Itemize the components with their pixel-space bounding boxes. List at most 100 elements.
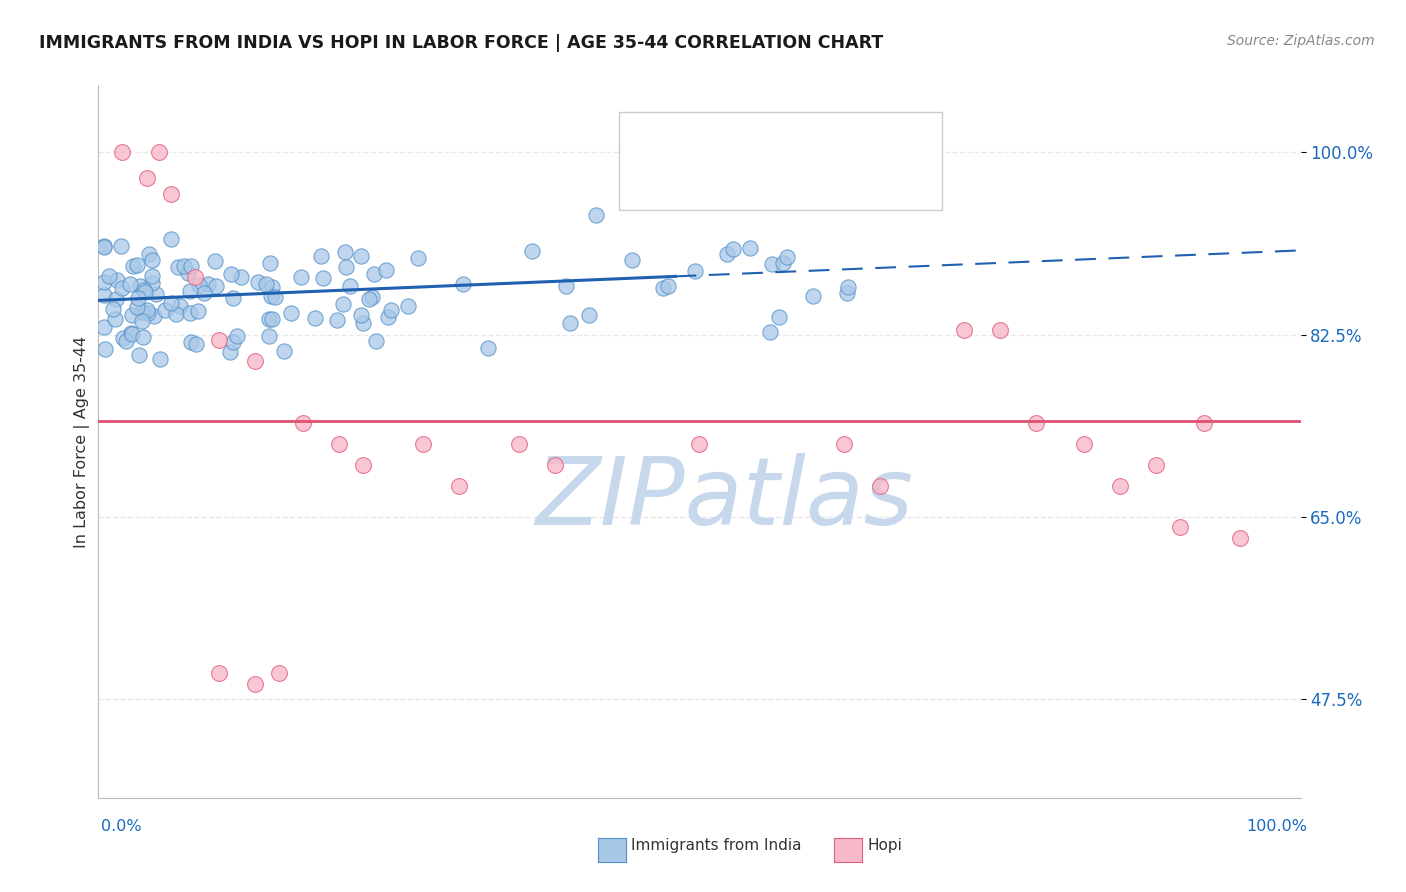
Point bbox=[148, 145, 170, 160]
Point bbox=[97, 268, 120, 283]
Point bbox=[768, 310, 790, 325]
Text: Immigrants from India: Immigrants from India bbox=[631, 838, 801, 853]
Point bbox=[141, 269, 163, 284]
Point bbox=[578, 309, 600, 323]
Point bbox=[304, 310, 326, 325]
Point bbox=[716, 247, 738, 261]
Point bbox=[339, 279, 361, 293]
Point bbox=[145, 287, 167, 301]
Point bbox=[122, 259, 145, 273]
Point bbox=[132, 283, 155, 297]
Point bbox=[94, 342, 117, 356]
Point bbox=[167, 260, 190, 274]
Text: R =: R = bbox=[665, 129, 704, 147]
Point bbox=[309, 249, 332, 263]
Point bbox=[254, 277, 277, 291]
Point bbox=[740, 241, 762, 255]
Point bbox=[832, 437, 855, 451]
Point bbox=[219, 267, 242, 281]
Point bbox=[259, 256, 281, 270]
Point bbox=[127, 291, 149, 305]
Point bbox=[204, 253, 226, 268]
Point bbox=[101, 301, 124, 316]
Point bbox=[105, 273, 128, 287]
Point bbox=[366, 334, 388, 349]
Point bbox=[93, 238, 115, 252]
Point bbox=[208, 333, 231, 347]
Point bbox=[988, 322, 1011, 336]
Point bbox=[352, 458, 374, 472]
Point bbox=[135, 171, 157, 186]
Point bbox=[260, 288, 283, 302]
Point bbox=[688, 437, 710, 451]
Point bbox=[111, 281, 134, 295]
Point bbox=[357, 292, 380, 306]
Point bbox=[93, 276, 115, 290]
Text: IMMIGRANTS FROM INDIA VS HOPI IN LABOR FORCE | AGE 35-44 CORRELATION CHART: IMMIGRANTS FROM INDIA VS HOPI IN LABOR F… bbox=[39, 34, 883, 52]
Point bbox=[652, 281, 675, 295]
Point bbox=[1025, 417, 1047, 431]
Text: 118: 118 bbox=[828, 129, 862, 147]
Point bbox=[125, 301, 148, 315]
Text: Hopi: Hopi bbox=[868, 838, 903, 853]
Point bbox=[683, 264, 706, 278]
Point bbox=[835, 285, 858, 300]
Point bbox=[508, 437, 530, 451]
Point bbox=[776, 250, 799, 264]
Point bbox=[291, 417, 314, 431]
Point bbox=[360, 290, 382, 304]
Point bbox=[657, 279, 679, 293]
Point bbox=[183, 270, 205, 285]
Point bbox=[544, 458, 567, 472]
Point bbox=[262, 311, 284, 326]
Point bbox=[412, 437, 434, 451]
Point bbox=[125, 258, 148, 272]
Point bbox=[350, 308, 373, 322]
Point bbox=[169, 299, 191, 313]
Point bbox=[247, 275, 270, 289]
Point bbox=[801, 289, 824, 303]
Point bbox=[259, 329, 281, 343]
Point bbox=[1229, 531, 1251, 545]
Point bbox=[225, 329, 247, 343]
Point bbox=[208, 666, 231, 681]
Text: 29: 29 bbox=[828, 163, 851, 181]
Point bbox=[159, 187, 181, 202]
Point bbox=[173, 259, 195, 273]
Point bbox=[160, 232, 183, 246]
Point bbox=[222, 291, 245, 305]
Point bbox=[1170, 520, 1192, 534]
Point bbox=[585, 208, 607, 222]
Point bbox=[332, 297, 354, 311]
Point bbox=[290, 270, 312, 285]
Point bbox=[408, 251, 430, 265]
Point bbox=[1109, 479, 1132, 493]
Point bbox=[260, 280, 283, 294]
Point bbox=[160, 296, 183, 310]
Point bbox=[374, 263, 396, 277]
Text: 0.152: 0.152 bbox=[718, 129, 770, 147]
Point bbox=[350, 249, 373, 263]
Point bbox=[187, 277, 209, 292]
Point bbox=[243, 677, 266, 691]
Point bbox=[259, 312, 281, 326]
Point bbox=[104, 312, 127, 326]
Point bbox=[380, 303, 402, 318]
Point bbox=[197, 277, 219, 292]
Point bbox=[560, 316, 582, 330]
Point bbox=[93, 288, 115, 302]
Text: 100.0%: 100.0% bbox=[1247, 820, 1308, 834]
Point bbox=[243, 353, 266, 368]
Point bbox=[721, 243, 744, 257]
Point bbox=[93, 320, 115, 334]
Y-axis label: In Labor Force | Age 35-44: In Labor Force | Age 35-44 bbox=[75, 335, 90, 548]
Point bbox=[111, 145, 134, 160]
Point bbox=[104, 292, 127, 306]
Point bbox=[153, 302, 176, 317]
Point bbox=[179, 306, 201, 320]
Point bbox=[110, 239, 132, 253]
Point bbox=[620, 252, 643, 267]
Point bbox=[328, 437, 350, 451]
Point bbox=[180, 334, 202, 349]
Point bbox=[218, 345, 240, 359]
